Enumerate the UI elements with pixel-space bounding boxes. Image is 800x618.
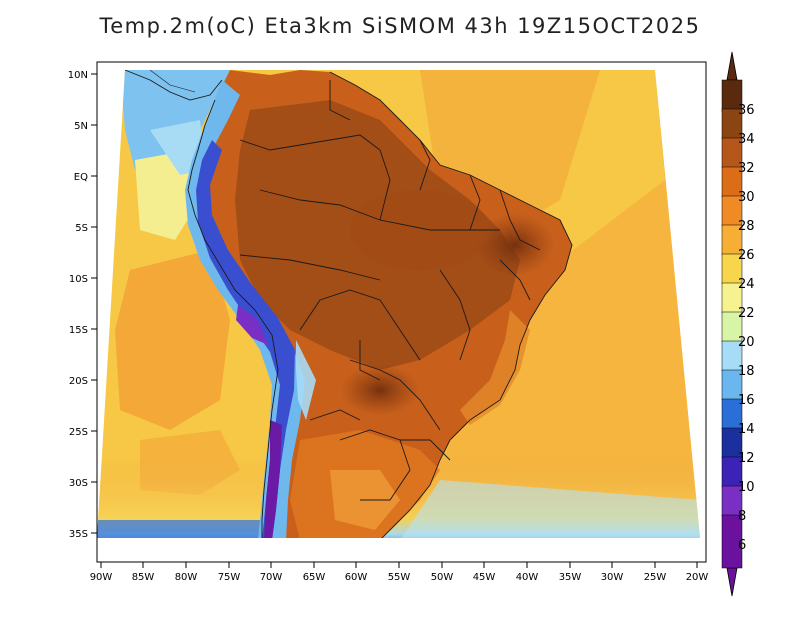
central-hot-zone xyxy=(350,190,490,270)
southern-cold-band xyxy=(97,520,260,538)
colorbar-top-arrow xyxy=(726,51,738,81)
andes-highest-cold xyxy=(264,420,282,538)
colorbar-label-16: 16 xyxy=(738,393,755,408)
lon-label-35w: 35W xyxy=(559,572,582,583)
colorbar-label-34: 34 xyxy=(738,132,755,147)
lon-label-45w: 45W xyxy=(473,572,496,583)
lat-label-35s: 35S xyxy=(69,529,88,540)
lat-label-5n: 5N xyxy=(74,121,88,132)
central-america-coast xyxy=(124,70,223,101)
altiplano-cold xyxy=(236,305,268,345)
lat-label-5s: 5S xyxy=(75,223,88,234)
lat-label-15s: 15S xyxy=(69,325,88,336)
atlantic-cool-band xyxy=(400,480,700,538)
lat-label-25s: 25S xyxy=(69,427,88,438)
colorbar-label-22: 22 xyxy=(738,306,755,321)
map-title: Temp.2m(oC) Eta3km SiSMOM 43h 19Z15OCT20… xyxy=(99,14,701,38)
andes-high-cold xyxy=(196,140,295,538)
pacific-cool-patch xyxy=(150,120,205,175)
colorbar-label-32: 32 xyxy=(738,161,755,176)
plot-frame xyxy=(96,61,707,563)
colorbar-label-10: 10 xyxy=(738,480,755,495)
longitude-axis: 90W 85W 80W 75W 70W 65W 60W 55W 50W 45W … xyxy=(90,562,709,583)
lon-label-85w: 85W xyxy=(132,572,155,583)
lon-label-40w: 40W xyxy=(516,572,539,583)
lon-label-60w: 60W xyxy=(345,572,368,583)
colorbar-label-28: 28 xyxy=(738,219,755,234)
northeast-hot-spot xyxy=(475,213,555,277)
colorbar-label-6: 6 xyxy=(738,538,746,553)
colorbar-label-30: 30 xyxy=(738,190,755,205)
colorbar-label-20: 20 xyxy=(738,335,755,350)
political-borders xyxy=(187,71,573,538)
colorbar-label-36: 36 xyxy=(738,103,755,118)
lon-label-65w: 65W xyxy=(303,572,326,583)
lon-label-20w: 20W xyxy=(686,572,709,583)
pacific-warm-patch xyxy=(115,250,230,430)
pacific-cool-north xyxy=(120,70,230,170)
colorbar-label-12: 12 xyxy=(738,451,755,466)
lon-label-80w: 80W xyxy=(175,572,198,583)
colorbar-label-18: 18 xyxy=(738,364,755,379)
latitude-axis: 10N 5N EQ 5S 10S 15S 20S 25S 30S 35S xyxy=(68,70,97,540)
andes-east-slope xyxy=(296,340,316,420)
lon-label-90w: 90W xyxy=(90,572,113,583)
pantanal-hot-spot xyxy=(340,364,420,416)
lat-label-30s: 30S xyxy=(69,478,88,489)
lat-label-10n: 10N xyxy=(68,70,88,81)
lat-label-eq: EQ xyxy=(74,172,88,183)
colorbar-label-14: 14 xyxy=(738,422,755,437)
brazil-coast-mild xyxy=(460,310,530,425)
colorbar-swatch-6 xyxy=(721,514,743,569)
lon-label-25w: 25W xyxy=(644,572,667,583)
colorbar-bottom-arrow xyxy=(726,567,738,597)
lat-label-20s: 20S xyxy=(69,376,88,387)
caribbean-coast xyxy=(149,70,196,93)
colorbar-label-26: 26 xyxy=(738,248,755,263)
colorbar: 36 34 32 30 28 26 24 22 20 18 16 14 12 1… xyxy=(721,51,755,597)
lon-label-30w: 30W xyxy=(601,572,624,583)
map-domain xyxy=(97,70,700,538)
lon-label-55w: 55W xyxy=(388,572,411,583)
colorbar-label-24: 24 xyxy=(738,277,755,292)
colorbar-label-8: 8 xyxy=(738,509,746,524)
lon-label-70w: 70W xyxy=(260,572,283,583)
lat-label-10s: 10S xyxy=(69,274,88,285)
lon-label-50w: 50W xyxy=(431,572,454,583)
lon-label-75w: 75W xyxy=(218,572,241,583)
